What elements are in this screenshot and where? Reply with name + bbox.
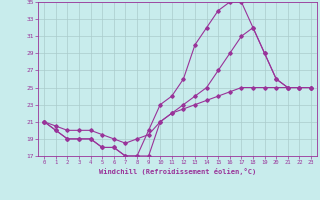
X-axis label: Windchill (Refroidissement éolien,°C): Windchill (Refroidissement éolien,°C) (99, 168, 256, 175)
